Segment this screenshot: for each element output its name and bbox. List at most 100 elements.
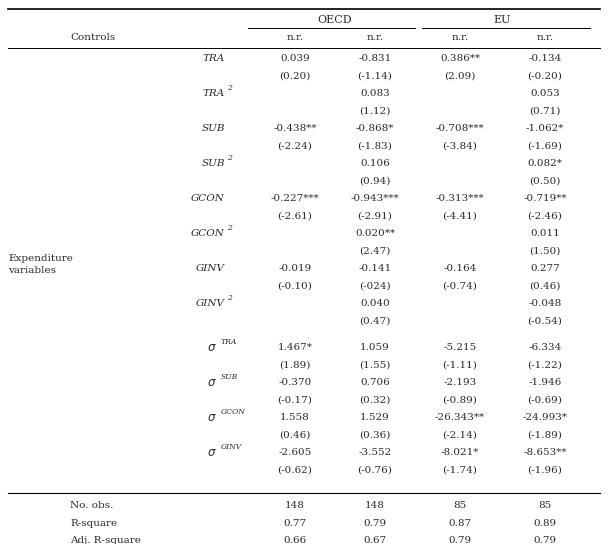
- Text: (-0.76): (-0.76): [358, 465, 392, 474]
- Text: GCON: GCON: [191, 194, 225, 203]
- Text: (2.47): (2.47): [359, 246, 391, 256]
- Text: (2.09): (2.09): [444, 71, 475, 81]
- Text: -5.215: -5.215: [443, 343, 477, 352]
- Text: -26.343**: -26.343**: [435, 413, 485, 422]
- Text: -1.062*: -1.062*: [526, 124, 564, 133]
- Text: SUB: SUB: [221, 373, 238, 381]
- Text: -8.021*: -8.021*: [441, 448, 479, 457]
- Text: (-0.89): (-0.89): [443, 395, 477, 404]
- Text: (-1.96): (-1.96): [528, 465, 562, 474]
- Text: (-2.46): (-2.46): [528, 212, 562, 220]
- Text: n.r.: n.r.: [451, 34, 469, 42]
- Text: Adj. R-square: Adj. R-square: [70, 536, 141, 544]
- Text: (0.47): (0.47): [359, 317, 391, 325]
- Text: -2.605: -2.605: [278, 448, 312, 457]
- Text: Expenditure
variables: Expenditure variables: [8, 254, 73, 275]
- Text: -0.438**: -0.438**: [273, 124, 317, 133]
- Text: (0.94): (0.94): [359, 176, 391, 186]
- Text: (-1.89): (-1.89): [528, 430, 562, 439]
- Text: 0.79: 0.79: [364, 518, 387, 528]
- Text: -1.946: -1.946: [528, 378, 562, 387]
- Text: TRA: TRA: [221, 338, 237, 346]
- Text: (-1.83): (-1.83): [358, 141, 392, 151]
- Text: 0.87: 0.87: [449, 518, 472, 528]
- Text: (-1.22): (-1.22): [528, 360, 562, 369]
- Text: $\sigma$: $\sigma$: [207, 411, 216, 424]
- Text: (0.71): (0.71): [530, 107, 561, 115]
- Text: -0.134: -0.134: [528, 54, 562, 63]
- Text: 148: 148: [285, 501, 305, 510]
- Text: -0.868*: -0.868*: [356, 124, 394, 133]
- Text: -0.719**: -0.719**: [523, 194, 567, 203]
- Text: 1.529: 1.529: [360, 413, 390, 422]
- Text: 0.79: 0.79: [449, 536, 472, 544]
- Text: GINV: GINV: [221, 443, 242, 452]
- Text: 1.467*: 1.467*: [278, 343, 313, 352]
- Text: TRA: TRA: [202, 89, 225, 98]
- Text: GCON: GCON: [221, 408, 246, 416]
- Text: (0.50): (0.50): [530, 176, 561, 186]
- Text: 85: 85: [538, 501, 551, 510]
- Text: -0.943***: -0.943***: [351, 194, 399, 203]
- Text: -0.708***: -0.708***: [436, 124, 485, 133]
- Text: (-2.14): (-2.14): [443, 430, 477, 439]
- Text: GCON: GCON: [191, 229, 225, 238]
- Text: (1.50): (1.50): [530, 246, 561, 256]
- Text: (-0.69): (-0.69): [528, 395, 562, 404]
- Text: 0.040: 0.040: [360, 299, 390, 308]
- Text: (-2.24): (-2.24): [278, 141, 313, 151]
- Text: 0.039: 0.039: [280, 54, 310, 63]
- Text: 0.011: 0.011: [530, 229, 560, 238]
- Text: 2: 2: [227, 225, 232, 232]
- Text: (-1.69): (-1.69): [528, 141, 562, 151]
- Text: (0.46): (0.46): [530, 281, 561, 290]
- Text: $\sigma$: $\sigma$: [207, 446, 216, 459]
- Text: 85: 85: [454, 501, 466, 510]
- Text: 0.79: 0.79: [533, 536, 556, 544]
- Text: -0.313***: -0.313***: [436, 194, 485, 203]
- Text: 0.706: 0.706: [360, 378, 390, 387]
- Text: -0.164: -0.164: [443, 264, 477, 273]
- Text: Controls: Controls: [70, 34, 116, 42]
- Text: GINV: GINV: [196, 264, 225, 273]
- Text: -6.334: -6.334: [528, 343, 562, 352]
- Text: 0.386**: 0.386**: [440, 54, 480, 63]
- Text: (-024): (-024): [359, 281, 391, 290]
- Text: (-0.10): (-0.10): [278, 281, 313, 290]
- Text: 0.053: 0.053: [530, 89, 560, 98]
- Text: -0.019: -0.019: [278, 264, 312, 273]
- Text: n.r.: n.r.: [367, 34, 384, 42]
- Text: 0.106: 0.106: [360, 159, 390, 168]
- Text: 0.277: 0.277: [530, 264, 560, 273]
- Text: (-0.62): (-0.62): [278, 465, 313, 474]
- Text: (0.36): (0.36): [359, 430, 391, 439]
- Text: 0.020**: 0.020**: [355, 229, 395, 238]
- Text: SUB: SUB: [201, 159, 225, 168]
- Text: 0.89: 0.89: [533, 518, 556, 528]
- Text: n.r.: n.r.: [536, 34, 553, 42]
- Text: (-2.91): (-2.91): [358, 212, 392, 220]
- Text: -0.048: -0.048: [528, 299, 562, 308]
- Text: 0.66: 0.66: [283, 536, 306, 544]
- Text: (-1.74): (-1.74): [443, 465, 477, 474]
- Text: -3.552: -3.552: [358, 448, 392, 457]
- Text: (1.12): (1.12): [359, 107, 391, 115]
- Text: -0.227***: -0.227***: [271, 194, 319, 203]
- Text: 1.059: 1.059: [360, 343, 390, 352]
- Text: 0.77: 0.77: [283, 518, 306, 528]
- Text: 0.083: 0.083: [360, 89, 390, 98]
- Text: $\sigma$: $\sigma$: [207, 376, 216, 389]
- Text: (-4.41): (-4.41): [443, 212, 477, 220]
- Text: 0.082*: 0.082*: [528, 159, 562, 168]
- Text: -8.653**: -8.653**: [523, 448, 567, 457]
- Text: -2.193: -2.193: [443, 378, 477, 387]
- Text: (-2.61): (-2.61): [278, 212, 313, 220]
- Text: SUB: SUB: [201, 124, 225, 133]
- Text: EU: EU: [494, 15, 511, 25]
- Text: R-square: R-square: [70, 518, 117, 528]
- Text: -24.993*: -24.993*: [522, 413, 567, 422]
- Text: (-1.14): (-1.14): [358, 71, 392, 81]
- Text: -0.141: -0.141: [358, 264, 392, 273]
- Text: (0.32): (0.32): [359, 395, 391, 404]
- Text: n.r.: n.r.: [286, 34, 303, 42]
